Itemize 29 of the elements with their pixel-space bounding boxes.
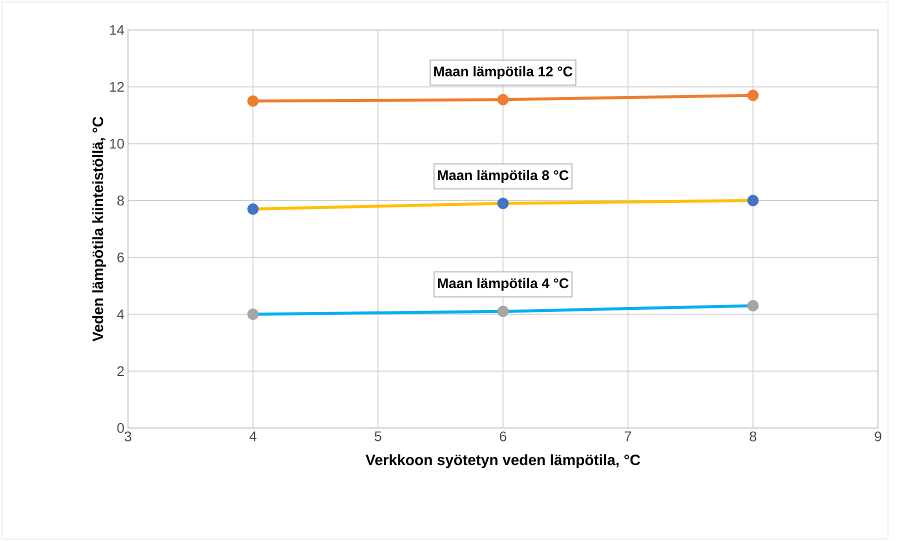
x-tick-label: 6 — [500, 431, 506, 442]
point — [247, 95, 259, 107]
point — [247, 203, 259, 215]
point — [747, 194, 759, 206]
y-tick-label: 0 — [117, 423, 124, 433]
point — [747, 300, 759, 312]
y-tick-label: 2 — [117, 366, 124, 376]
y-axis-title: Veden lämpötila kiinteistöllä, °C — [92, 116, 106, 342]
x-tick-label: 3 — [124, 431, 132, 442]
x-tick-label: 8 — [750, 431, 756, 442]
x-tick-label: 5 — [374, 432, 382, 442]
x-tick-label: 9 — [874, 431, 882, 442]
y-tick-label: 8 — [117, 196, 124, 206]
y-tick-label: 10 — [110, 138, 124, 149]
y-tick-label: 12 — [110, 82, 124, 92]
point — [247, 308, 259, 320]
point — [497, 198, 509, 210]
series-label: Maan lämpötila 8 °C — [438, 170, 569, 183]
point — [497, 94, 509, 106]
x-axis-title: Verkkoon syötetyn veden lämpötila, °C — [366, 454, 640, 468]
point — [747, 90, 759, 102]
series-label: Maan lämpötila 12 °C — [434, 66, 572, 80]
y-tick-label: 14 — [110, 25, 124, 35]
x-tick-label: 7 — [624, 432, 632, 442]
series-label: Maan lämpötila 4 °C — [438, 278, 569, 291]
y-tick-label: 4 — [117, 309, 124, 320]
y-tick-label: 6 — [117, 252, 124, 262]
x-tick-label: 4 — [249, 432, 256, 442]
point — [497, 306, 509, 318]
